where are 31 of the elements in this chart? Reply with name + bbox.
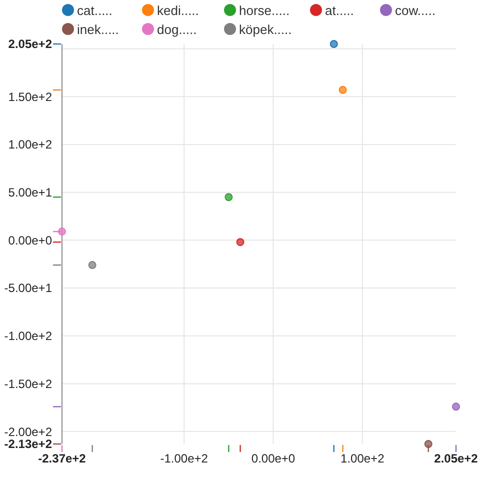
legend-label: dog..... [157,22,197,36]
point [452,402,460,411]
y-tick-label: -5.00e+1 [4,281,52,296]
x-tick-label: 0.00e+0 [251,452,296,466]
point [236,238,244,246]
y-tick-label: -2.00e+2 [4,424,52,439]
legend-label: cow..... [395,2,436,18]
y-tick-label: 0.00e+0 [8,233,52,248]
legend-label: inek..... [77,22,119,36]
y-tick-label: -1.00e+2 [4,329,52,344]
point [58,228,66,236]
legend-label: kedi..... [157,2,199,18]
legend-label: horse..... [239,2,290,18]
point [224,193,233,202]
legend-label: at..... [325,2,354,18]
y-tick-label: 1.50e+2 [8,90,52,104]
x-tick-label: 2.05e+2 [434,452,478,466]
x-tick-label: -1.00e+2 [160,452,208,466]
point [424,440,432,448]
y-tick-label: 5.00e+1 [8,186,52,200]
y-tick-label: -1.50e+2 [4,376,52,391]
y-tick-label: -2.13e+2 [4,437,52,452]
legend-label: cat..... [77,2,112,18]
point [330,40,338,48]
x-tick-label: -2.37e+2 [38,452,86,466]
legend-label: köpek..... [239,22,292,36]
x-tick-label: 1.00e+2 [340,452,385,466]
y-tick-label: 2.05e+2 [8,37,52,52]
point [88,261,96,270]
point [338,86,347,94]
y-tick-label: 1.00e+2 [8,138,52,152]
